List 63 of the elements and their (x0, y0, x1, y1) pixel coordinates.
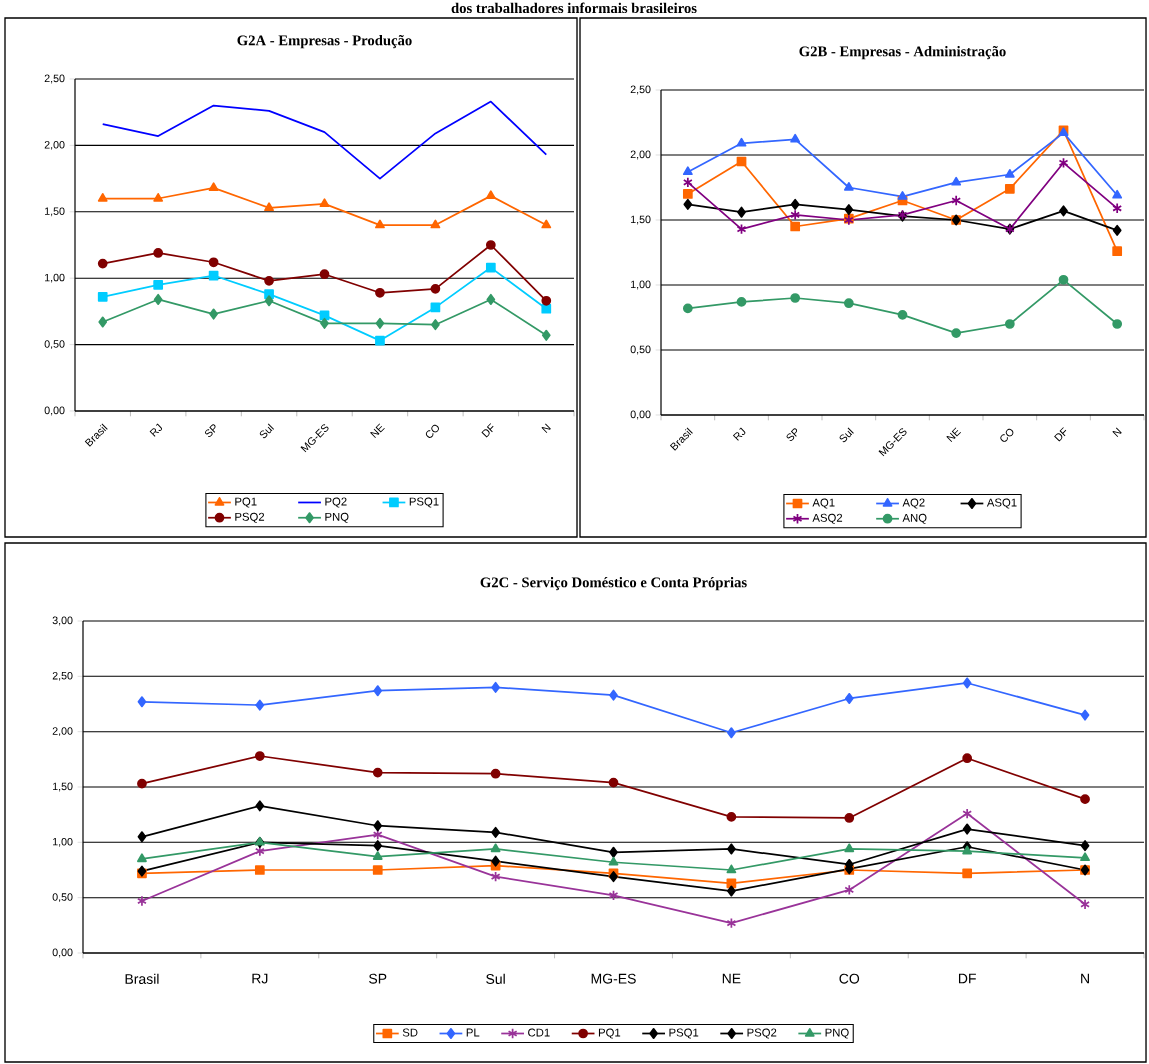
x-tick-label: Sul (839, 427, 854, 443)
y-tick-label: 1,00 (53, 837, 73, 847)
y-tick-label: 0,00 (52, 948, 73, 958)
y-tick-label: 1,50 (45, 207, 65, 217)
x-tick-label: N (541, 423, 551, 433)
y-tick-label: 3,00 (52, 616, 73, 626)
chart-title: G2B - Empresas - Administração (799, 45, 1006, 60)
x-tick-label: CO (425, 424, 439, 438)
legend-label: PNQ (825, 1028, 849, 1039)
x-tick-label: RJ (252, 973, 268, 984)
chart-title: G2C - Serviço Doméstico e Conta Próprias (480, 576, 747, 591)
x-tick-label: Sul (486, 973, 505, 984)
y-tick-label: 2,50 (44, 74, 65, 84)
legend-label: PSQ1 (669, 1028, 699, 1039)
x-tick-label: DF (958, 973, 976, 984)
x-tick-label: DF (1054, 427, 1067, 442)
legend-label: PSQ2 (235, 512, 265, 523)
x-tick-label: SP (369, 973, 387, 984)
legend-label: CD1 (528, 1028, 550, 1037)
text: dos trabalhadores informais brasileiros (451, 2, 697, 14)
y-tick-label: 0,50 (52, 893, 73, 903)
y-tick-label: 0,50 (44, 340, 65, 349)
x-tick-label: SP (204, 424, 216, 438)
legend-label: ASQ2 (812, 513, 843, 524)
legend-label: PQ1 (598, 1028, 621, 1039)
legend-label: ASQ1 (986, 498, 1017, 509)
x-tick-label: N (1081, 973, 1089, 984)
y-tick-label: 1,50 (53, 782, 73, 792)
x-tick-label: CO (839, 973, 860, 984)
x-tick-label: RJ (732, 427, 746, 441)
x-tick-label: RJ (149, 423, 163, 437)
legend-label: SD (402, 1028, 418, 1037)
y-tick-label: 2,00 (630, 150, 651, 160)
x-tick-label: Sul (259, 423, 275, 439)
legend-label: PSQ1 (409, 497, 439, 508)
x-tick-label: NE (722, 973, 741, 984)
legend-label: PL (466, 1028, 480, 1037)
legend-label: AQ2 (902, 498, 925, 509)
x-tick-label: SP (786, 428, 798, 442)
x-tick-label: NE (370, 423, 385, 439)
y-tick-label: 2,00 (52, 727, 73, 737)
y-tick-label: 1,00 (631, 280, 651, 290)
x-tick-label: N (1112, 427, 1122, 437)
legend-label: ANQ (902, 513, 927, 524)
y-tick-label: 1,00 (45, 273, 65, 283)
y-tick-label: 0,00 (44, 406, 65, 416)
legend-label: AQ1 (812, 498, 835, 509)
x-tick-label: NE (946, 427, 962, 443)
x-tick-label: DF (481, 423, 494, 438)
legend-label: PQ2 (325, 497, 347, 508)
y-tick-label: 1,50 (631, 215, 651, 225)
legend-label: PSQ2 (747, 1028, 777, 1039)
y-tick-label: 2,50 (630, 85, 651, 95)
y-tick-label: 0,00 (630, 410, 651, 420)
y-tick-label: 2,50 (52, 671, 73, 681)
x-tick-label: Brasil (125, 973, 159, 984)
chart-title: G2A - Empresas - Produção (237, 34, 412, 49)
x-tick-label: CO (1000, 428, 1014, 442)
legend-label: PNQ (325, 512, 349, 523)
y-tick-label: 2,00 (44, 140, 65, 150)
y-tick-label: 0,50 (630, 345, 651, 355)
x-tick-label: MG-ES (591, 973, 636, 984)
legend-label: PQ1 (235, 497, 257, 508)
